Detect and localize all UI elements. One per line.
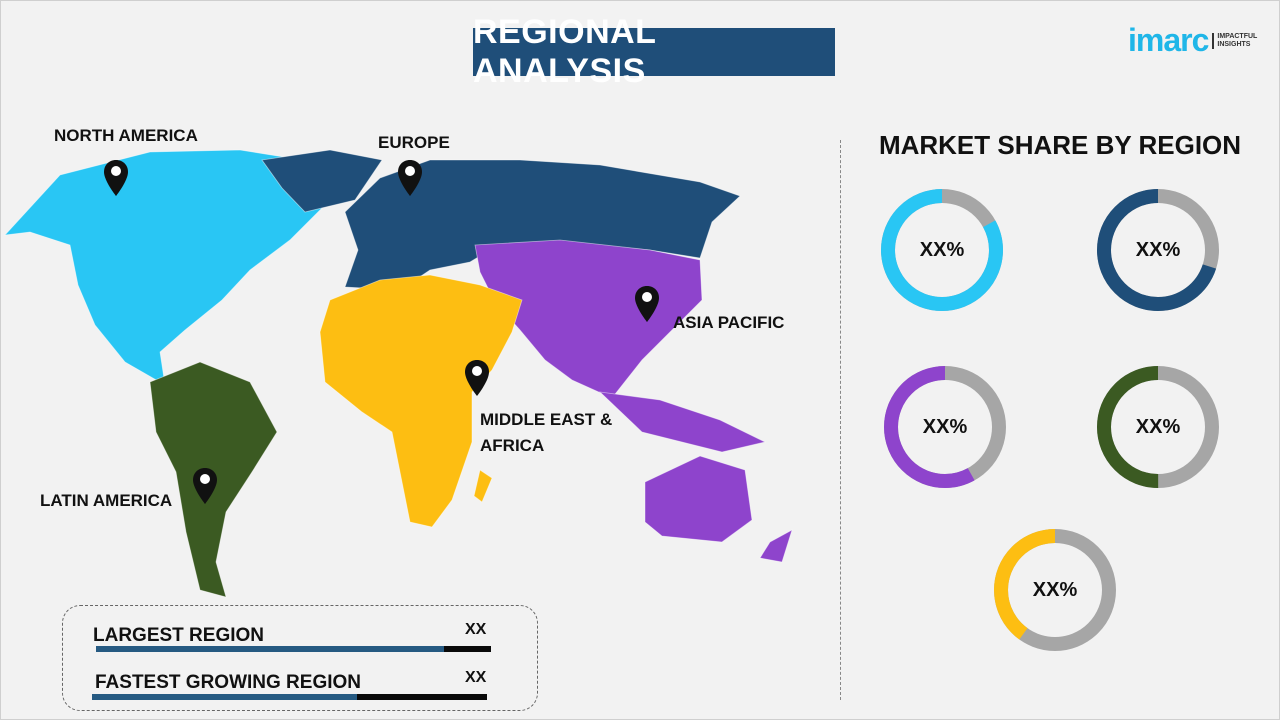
donut-segment (1097, 366, 1219, 488)
donut-value: XX% (1135, 238, 1181, 261)
donut-value: XX% (919, 238, 965, 261)
imarc-logo: imarc IMPACTFUL INSIGHTS (1128, 22, 1257, 59)
region-greenland (261, 149, 383, 213)
largest-region-bar-fill (96, 646, 444, 652)
section-divider (840, 140, 841, 700)
label-asia-pacific: ASIA PACIFIC (673, 313, 785, 332)
map-pin-icon (193, 468, 217, 504)
largest-region-bar (96, 646, 491, 652)
donut-latin-america: XX% (1093, 362, 1223, 492)
donut-value: XX% (1135, 415, 1181, 438)
region-north-america (3, 149, 331, 386)
donut-segment (994, 529, 1116, 651)
logo-tagline-1: IMPACTFUL (1217, 32, 1258, 40)
region-asia-islands (598, 391, 767, 453)
map-pin-icon (398, 160, 422, 196)
donut-segment (1097, 189, 1219, 311)
market-share-title: MARKET SHARE BY REGION (878, 130, 1242, 160)
fastest-growing-region-bar (92, 694, 487, 700)
donut-north-america: XX% (877, 185, 1007, 315)
logo-tagline: IMPACTFUL INSIGHTS (1212, 32, 1258, 49)
region-madagascar (473, 469, 493, 503)
page-title: REGIONAL ANALYSIS (473, 13, 835, 90)
map-pin-icon (465, 360, 489, 396)
fastest-growing-region-label: FASTEST GROWING REGION (95, 672, 362, 693)
logo-wordmark: imarc (1128, 22, 1209, 58)
largest-region-label: LARGEST REGION (93, 625, 265, 646)
region-middle-east-africa (319, 274, 523, 528)
map-pin-icon (104, 160, 128, 196)
donut-value: XX% (922, 415, 968, 438)
region-australia (644, 455, 753, 543)
label-middle-east-africa: MIDDLE EAST & AFRICA (480, 410, 613, 455)
label-north-america: NORTH AMERICA (54, 126, 198, 145)
donut-asia-pacific: XX% (880, 362, 1010, 492)
label-latin-america: LATIN AMERICA (40, 491, 173, 510)
logo-tagline-2: INSIGHTS (1217, 40, 1251, 48)
fastest-growing-region-bar-fill (92, 694, 357, 700)
region-new-zealand (759, 529, 793, 563)
largest-region-value: XX (465, 621, 487, 638)
donut-middle-east-africa: XX% (990, 525, 1120, 655)
summary-box: LARGEST REGION XX FASTEST GROWING REGION… (62, 605, 538, 711)
donut-segment (881, 189, 1003, 311)
fastest-growing-region-value: XX (465, 669, 487, 686)
donut-value: XX% (1032, 578, 1078, 601)
donut-segment (884, 366, 1006, 488)
donut-europe: XX% (1093, 185, 1223, 315)
label-europe: EUROPE (378, 133, 450, 152)
map-pin-icon (635, 286, 659, 322)
